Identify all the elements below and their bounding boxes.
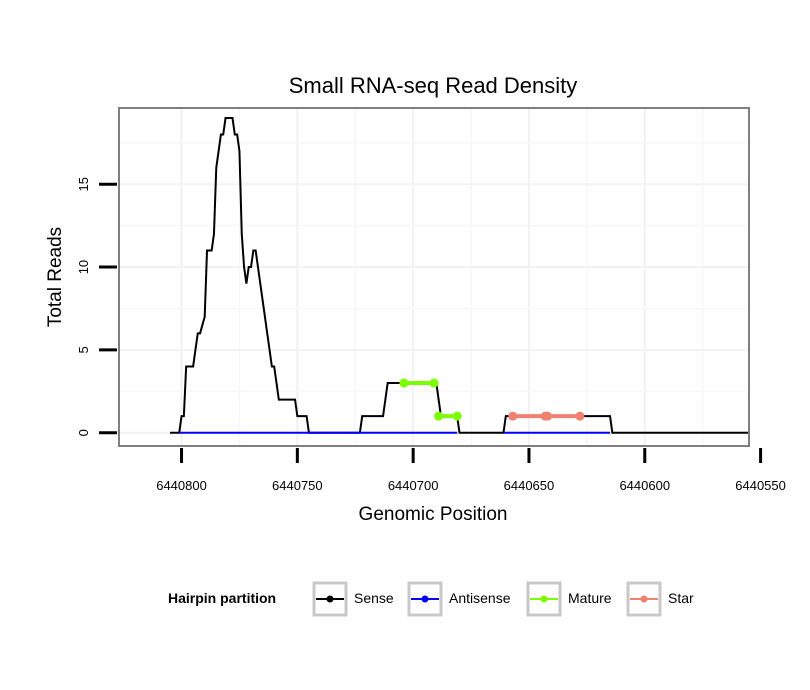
y-tick-label: 10 bbox=[76, 260, 91, 274]
series-point-mature bbox=[452, 411, 462, 421]
series-line-sense bbox=[169, 116, 749, 434]
points-layer bbox=[399, 378, 585, 421]
legend-item-sense: Sense bbox=[312, 581, 394, 617]
y-axis-title: Total Reads bbox=[45, 227, 66, 327]
legend: Hairpin partition Sense Antisense Mature St… bbox=[168, 581, 694, 617]
plot-border bbox=[118, 107, 750, 447]
chart-title: Small RNA-seq Read Density bbox=[289, 73, 578, 98]
legend-key-point bbox=[326, 595, 334, 603]
legend-key-point bbox=[540, 595, 548, 603]
y-tick-label: 0 bbox=[76, 429, 91, 436]
legend-label: Antisense bbox=[449, 590, 511, 606]
legend-item-star: Star bbox=[626, 581, 694, 617]
legend-items: Sense Antisense Mature Star bbox=[312, 581, 694, 617]
series-point-star bbox=[508, 411, 518, 421]
legend-item-mature: Mature bbox=[526, 581, 612, 617]
x-tick-label: 6440750 bbox=[272, 478, 323, 493]
legend-title: Hairpin partition bbox=[168, 590, 276, 606]
x-tick-label: 6440700 bbox=[388, 478, 439, 493]
series-point-mature bbox=[399, 378, 409, 388]
series-point-star bbox=[575, 411, 585, 421]
x-tick-label: 6440550 bbox=[735, 478, 786, 493]
legend-label: Star bbox=[668, 590, 694, 606]
legend-item-antisense: Antisense bbox=[407, 581, 511, 617]
y-tick-label: 5 bbox=[76, 346, 91, 353]
x-tick-label: 6440800 bbox=[156, 478, 207, 493]
series-point-mature bbox=[434, 411, 444, 421]
legend-label: Sense bbox=[354, 590, 394, 606]
y-tick-label: 15 bbox=[76, 177, 91, 191]
x-tick-label: 6440600 bbox=[619, 478, 670, 493]
legend-key-point bbox=[640, 595, 648, 603]
legend-label: Mature bbox=[568, 590, 612, 606]
plot-panel bbox=[118, 107, 750, 447]
series-point-mature bbox=[429, 378, 439, 388]
y-axis: 0 5 10 15 bbox=[76, 177, 117, 436]
x-axis-title: Genomic Position bbox=[359, 504, 508, 525]
x-tick-label: 6440650 bbox=[504, 478, 555, 493]
series-point-star bbox=[542, 411, 552, 421]
x-axis: 6440800 6440750 6440700 6440650 6440600 64405… bbox=[156, 448, 786, 493]
legend-key-point bbox=[421, 595, 429, 603]
